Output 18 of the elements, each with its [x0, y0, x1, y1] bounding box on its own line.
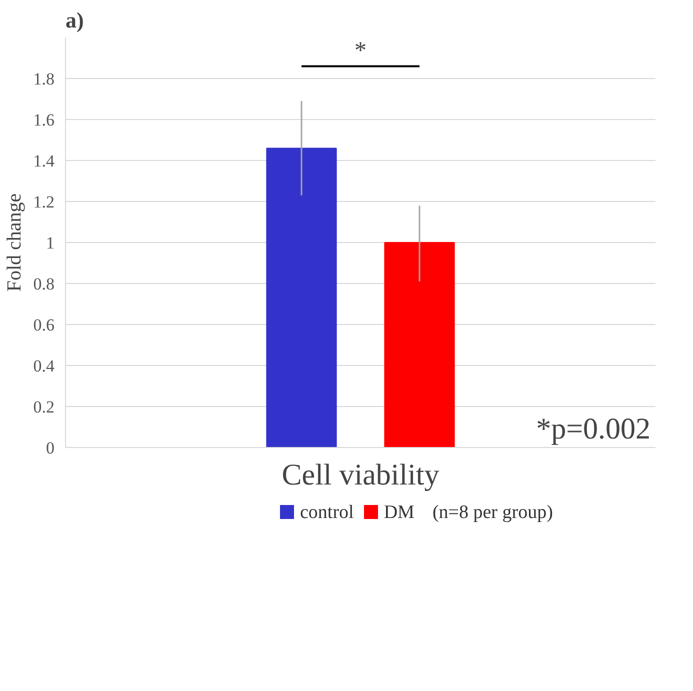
y-tick-label: 1.8: [33, 70, 54, 88]
text: (n=8 per group): [432, 502, 553, 523]
y-tick-label: 0: [46, 438, 54, 458]
y-tick-label: 1: [46, 234, 54, 252]
y-tick-label: 0.6: [33, 316, 54, 334]
y-tick-label: 0.4: [33, 356, 55, 376]
y-tick-label: 1.4: [33, 152, 55, 170]
y-tick-label: 0.2: [33, 398, 54, 416]
legend-label: control: [300, 502, 354, 523]
y-tick-label: 1.2: [33, 192, 54, 212]
annotation: *p=0.002: [536, 412, 651, 446]
x-tick-label: Cell viability: [282, 458, 440, 492]
y-tick-label: 0.8: [33, 274, 54, 294]
annotation: *: [354, 38, 366, 64]
legend-label: DM: [384, 502, 414, 523]
chart-title: a): [66, 8, 84, 32]
y-axis-title: Fold change: [3, 193, 26, 292]
y-tick-label: 1.6: [33, 110, 54, 130]
